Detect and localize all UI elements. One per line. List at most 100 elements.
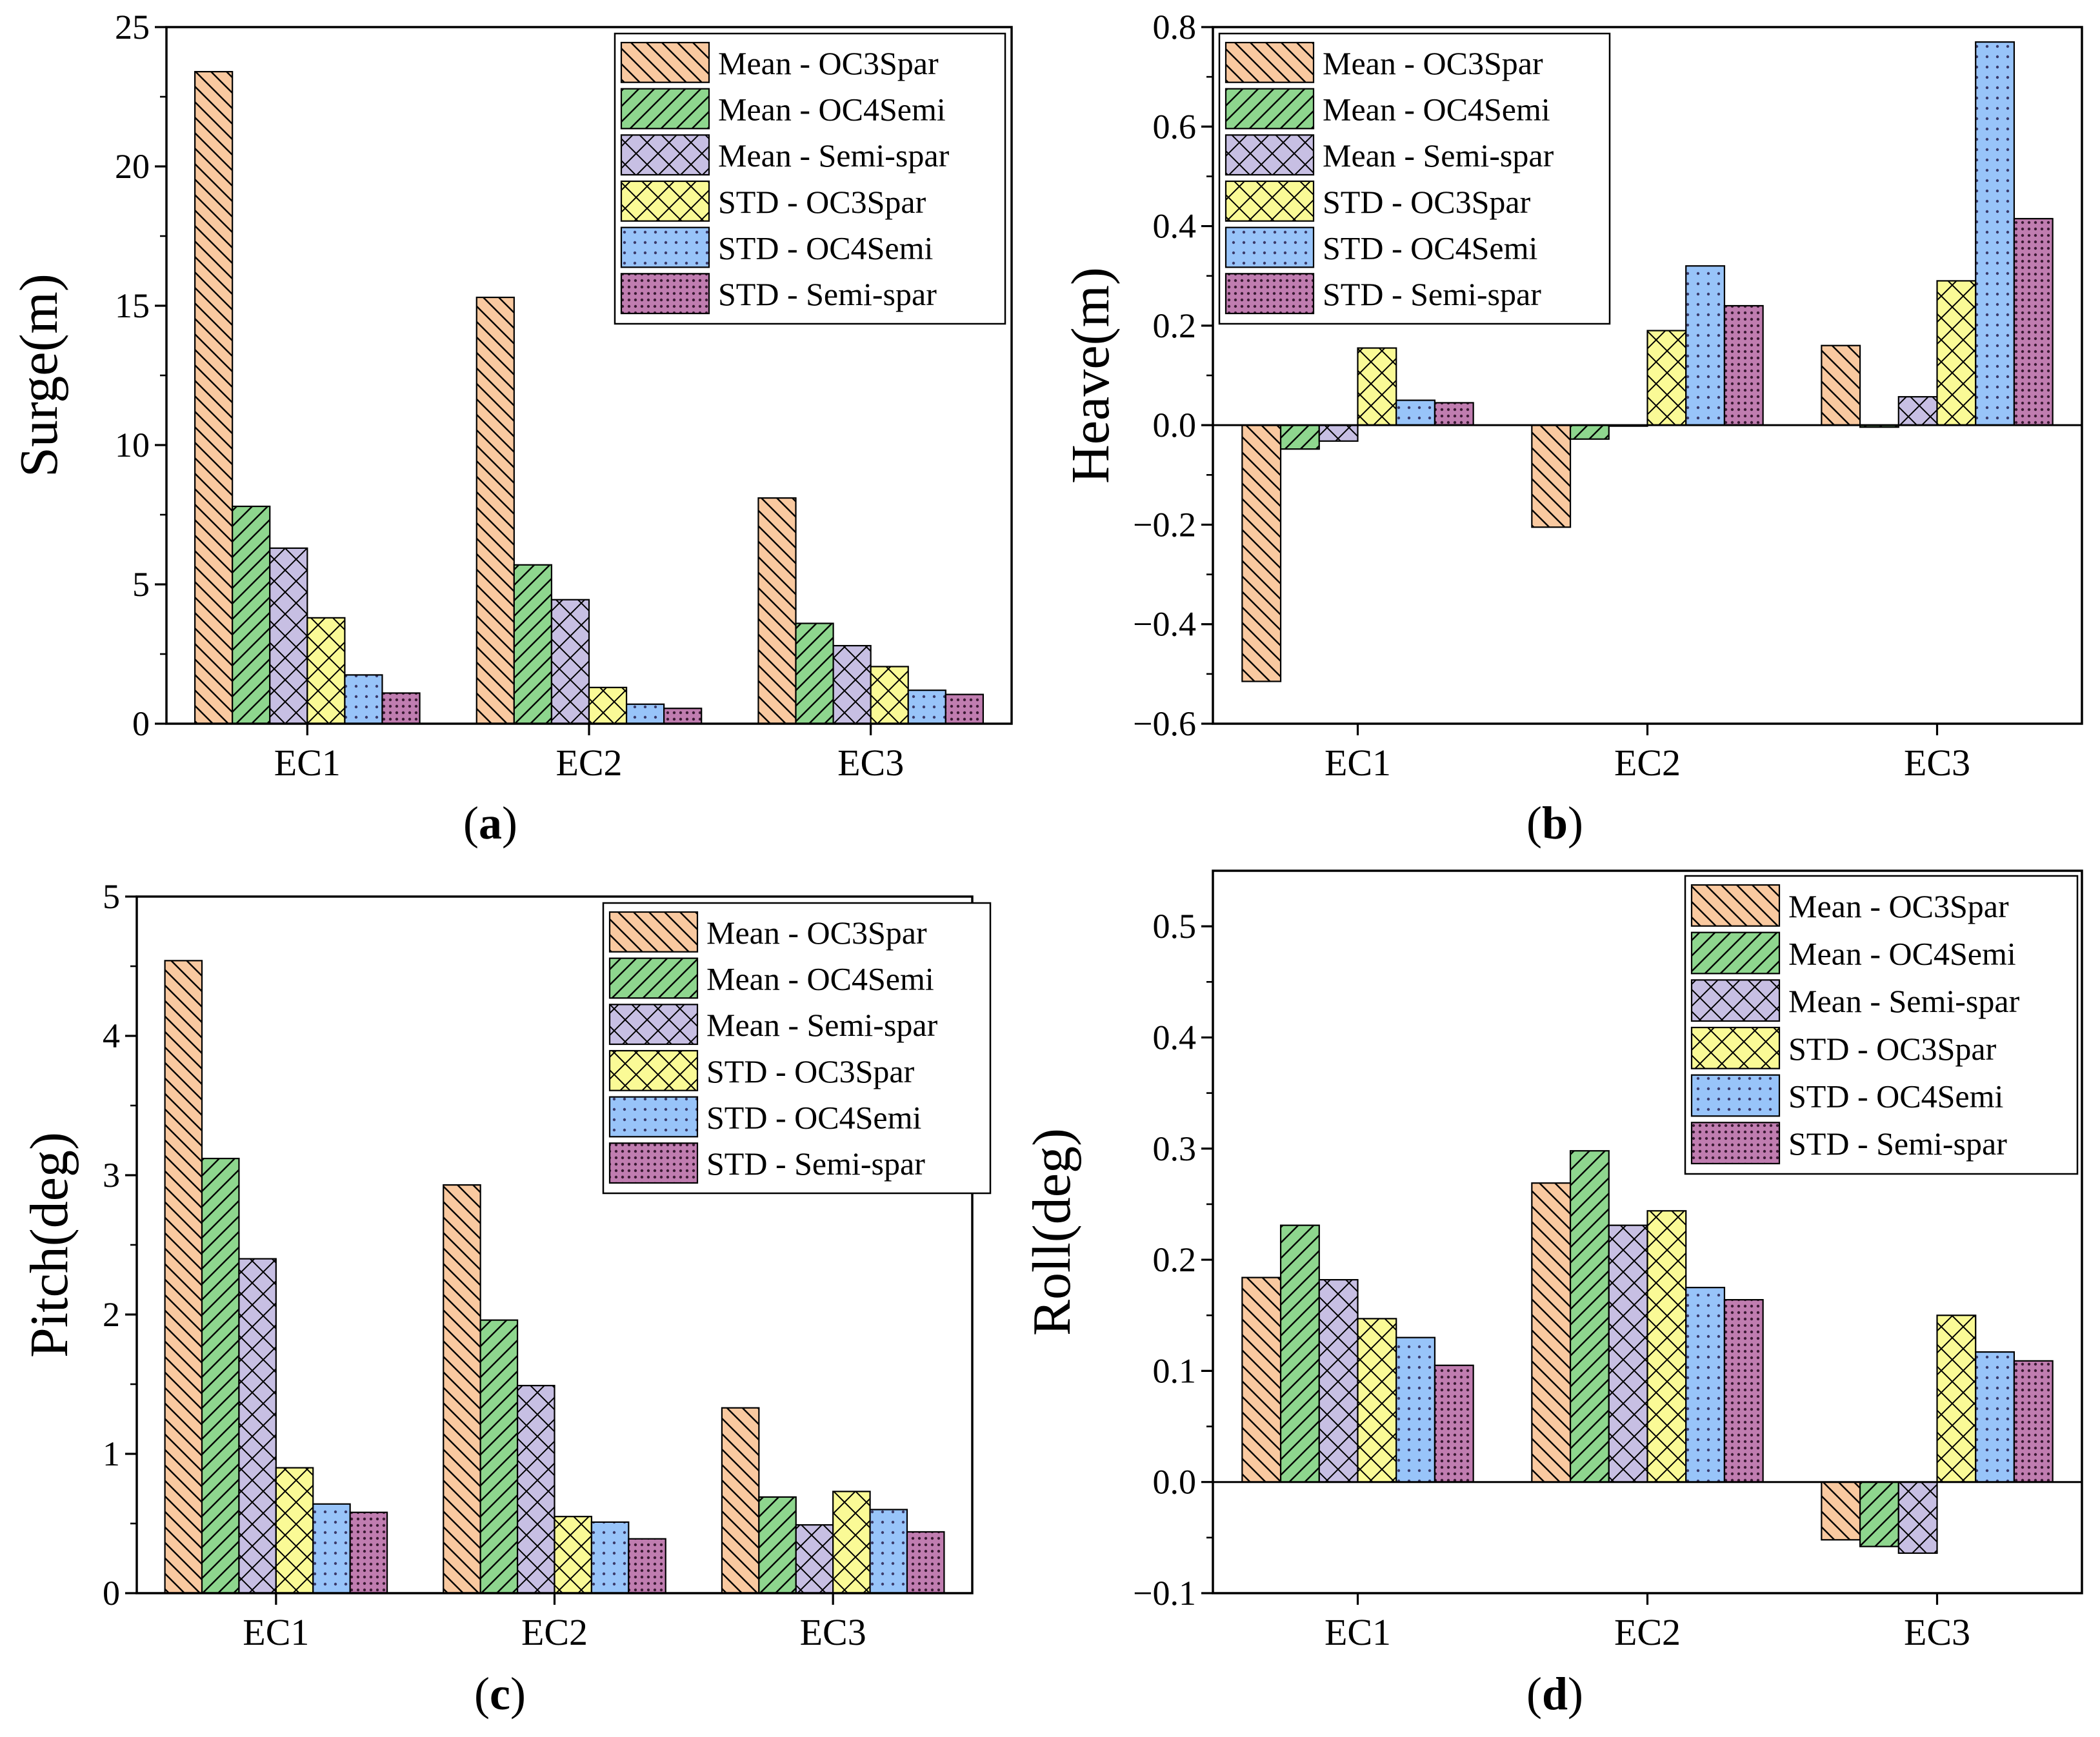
legend-swatch-b-2: [1225, 134, 1315, 176]
legend-swatch-d-2: [1690, 979, 1781, 1022]
legend-label-b-4: STD - OC4Semi: [1323, 230, 1537, 266]
y-tick-label-a: 15: [115, 286, 150, 325]
y-tick-label-d: 0.3: [1153, 1129, 1197, 1168]
y-tick-label-d: 0.1: [1153, 1351, 1197, 1390]
legend-swatch-b-5: [1225, 273, 1315, 315]
bar-a-ec2-series-3: [588, 686, 628, 725]
bar-a-ec1-series-3: [306, 617, 346, 725]
legend-label-d-3: STD - OC3Spar: [1788, 1031, 1997, 1067]
legend-swatch-d-5: [1690, 1122, 1781, 1165]
bar-a-ec3-series-5: [945, 693, 984, 725]
bar-d-ec3-series-0: [1821, 1481, 1861, 1541]
y-axis-title-b: Heave(m): [1061, 267, 1121, 484]
bar-c-ec2-series-3: [554, 1516, 593, 1594]
bar-c-ec1-series-4: [312, 1503, 351, 1594]
legend-label-a-5: STD - Semi-spar: [718, 276, 937, 312]
bar-b-ec3-series-5: [2013, 217, 2054, 426]
bar-c-ec1-series-2: [238, 1258, 277, 1594]
bar-a-ec2-series-4: [625, 703, 665, 725]
x-tick-label-d-ec3: EC3: [1904, 1611, 1970, 1653]
bar-c-ec2-series-1: [479, 1319, 519, 1594]
bar-b-ec1-series-5: [1434, 402, 1474, 426]
y-tick-label-b: 0.0: [1153, 406, 1197, 444]
legend-label-c-1: Mean - OC4Semi: [706, 961, 934, 997]
legend-swatch-d-3: [1690, 1026, 1781, 1069]
bar-a-ec1-series-0: [194, 71, 234, 725]
legend-swatch-d-1: [1690, 931, 1781, 975]
bar-c-ec3-series-1: [758, 1496, 797, 1594]
legend-label-b-0: Mean - OC3Spar: [1323, 45, 1543, 81]
bar-a-ec3-series-4: [907, 690, 946, 725]
bar-d-ec1-series-3: [1357, 1318, 1397, 1483]
x-tick-label-c-ec1: EC1: [243, 1611, 309, 1653]
y-tick-label-d: 0.5: [1153, 907, 1197, 946]
legend-label-a-2: Mean - Semi-spar: [718, 137, 950, 174]
legend-label-a-3: STD - OC3Spar: [718, 184, 926, 220]
legend-swatch-b-0: [1225, 41, 1315, 83]
bar-d-ec3-series-4: [1975, 1351, 2015, 1483]
bar-a-ec1-series-4: [344, 674, 383, 725]
bar-a-ec2-series-1: [513, 564, 553, 725]
bar-d-ec3-series-2: [1897, 1481, 1938, 1554]
legend-d: Mean - OC3Spar Mean - OC4Semi Mean - Semi-…: [1684, 875, 2079, 1175]
bar-b-ec3-series-2: [1897, 396, 1938, 426]
bar-d-ec1-series-1: [1279, 1224, 1320, 1483]
bar-a-ec3-series-1: [795, 622, 834, 725]
y-tick-label-c: 2: [103, 1295, 120, 1334]
panel-label-d: (d): [1526, 1668, 1583, 1720]
y-tick-label-a: 10: [115, 426, 150, 464]
bar-c-ec3-series-3: [832, 1491, 871, 1594]
bar-b-ec3-series-3: [1936, 280, 1977, 426]
bar-d-ec1-series-5: [1434, 1364, 1474, 1483]
bar-b-ec3-series-0: [1821, 344, 1861, 426]
legend-swatch-b-3: [1225, 180, 1315, 222]
legend-swatch-d-0: [1690, 884, 1781, 927]
bar-b-ec1-series-3: [1357, 347, 1397, 426]
x-tick-label-d-ec2: EC2: [1614, 1611, 1681, 1653]
legend-label-d-4: STD - OC4Semi: [1788, 1078, 2003, 1115]
legend-label-a-4: STD - OC4Semi: [718, 230, 933, 266]
bar-a-ec2-series-0: [475, 296, 515, 725]
y-tick-label-a: 25: [115, 8, 150, 46]
y-tick-label-c: 3: [103, 1156, 120, 1195]
x-tick-label-d-ec1: EC1: [1325, 1611, 1391, 1653]
bar-b-ec3-series-4: [1975, 41, 2015, 426]
bar-b-ec1-series-0: [1241, 424, 1282, 682]
y-tick-label-d: −0.1: [1133, 1574, 1196, 1613]
legend-label-c-5: STD - Semi-spar: [706, 1146, 925, 1182]
legend-label-c-2: Mean - Semi-spar: [706, 1007, 938, 1043]
y-tick-label-b: 0.6: [1153, 107, 1197, 146]
legend-label-a-0: Mean - OC3Spar: [718, 45, 939, 81]
bar-b-ec1-series-2: [1318, 424, 1359, 442]
y-tick-label-b: 0.4: [1153, 207, 1197, 246]
legend-label-d-2: Mean - Semi-spar: [1788, 983, 2020, 1019]
legend-label-b-1: Mean - OC4Semi: [1323, 92, 1550, 128]
legend-swatch-a-0: [620, 41, 710, 83]
bar-d-ec2-series-3: [1646, 1210, 1687, 1483]
legend-swatch-a-3: [620, 180, 710, 222]
legend-label-a-1: Mean - OC4Semi: [718, 92, 946, 128]
legend-label-b-2: Mean - Semi-spar: [1323, 137, 1554, 174]
y-tick-label-a: 20: [115, 147, 150, 186]
bar-d-ec1-series-0: [1241, 1276, 1282, 1483]
bar-d-ec1-series-2: [1318, 1278, 1359, 1483]
y-tick-label-a: 5: [132, 565, 150, 604]
x-tick-label-a-ec3: EC3: [837, 742, 904, 784]
y-tick-label-a: 0: [132, 704, 150, 743]
legend-label-d-1: Mean - OC4Semi: [1788, 936, 2016, 972]
bar-b-ec2-series-5: [1723, 304, 1764, 426]
y-tick-label-d: 0.2: [1153, 1240, 1197, 1279]
chart-panel-b: −0.6 −0.4 −0.2 0.0 0.2 0.4 0.6 0.8 EC1 EC2 EC3 Heav…: [1061, 8, 2083, 849]
bar-c-ec3-series-0: [721, 1407, 760, 1594]
bar-b-ec2-series-1: [1569, 424, 1610, 440]
bar-c-ec3-series-5: [906, 1531, 945, 1594]
legend-swatch-c-4: [608, 1096, 699, 1138]
bar-a-ec3-series-3: [870, 666, 909, 725]
legend-label-c-4: STD - OC4Semi: [706, 1100, 921, 1136]
legend-swatch-b-1: [1225, 88, 1315, 130]
bar-d-ec2-series-4: [1685, 1287, 1726, 1483]
x-tick-label-b-ec1: EC1: [1325, 742, 1391, 784]
x-tick-label-a-ec1: EC1: [274, 742, 341, 784]
bar-c-ec2-series-0: [443, 1184, 481, 1594]
